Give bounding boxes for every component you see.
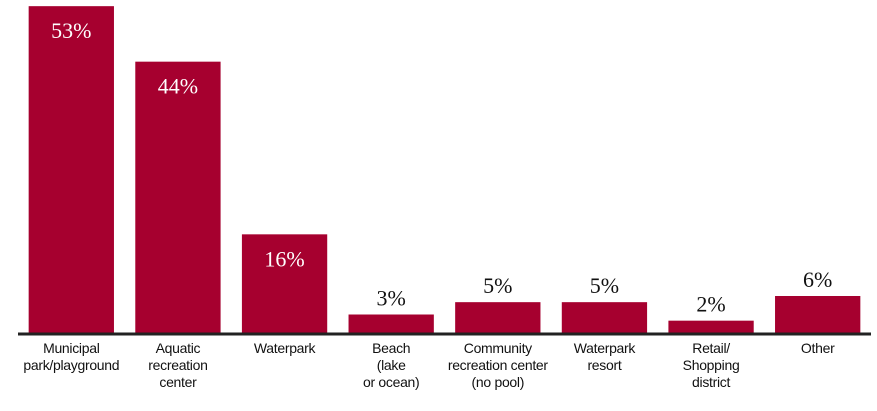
bar xyxy=(455,302,541,333)
x-tick-label: Retail/ Shopping district xyxy=(682,340,740,390)
bar xyxy=(668,320,754,333)
value-label: 53% xyxy=(51,18,91,43)
x-tick-label: Community recreation center (no pool) xyxy=(447,340,548,390)
bar xyxy=(775,296,861,333)
bar xyxy=(561,302,648,333)
value-label: 44% xyxy=(158,74,198,99)
x-tick-label: Beach (lake or ocean) xyxy=(362,340,420,390)
value-label: 5% xyxy=(483,273,512,298)
x-tick-label: Aquatic recreation center xyxy=(148,340,208,390)
bar xyxy=(241,234,328,333)
value-label: 3% xyxy=(377,286,406,311)
x-tick-label: Waterpark xyxy=(253,340,316,356)
x-tick-label: Other xyxy=(800,340,835,356)
value-label: 16% xyxy=(264,246,304,271)
value-label: 6% xyxy=(803,267,832,292)
bar xyxy=(348,314,434,333)
value-label: 2% xyxy=(696,292,725,317)
x-tick-label: Municipal park/playground xyxy=(23,340,120,373)
x-tick-label: Waterpark resort xyxy=(573,340,636,373)
value-label: 5% xyxy=(590,273,619,298)
bar xyxy=(28,6,114,334)
bar xyxy=(135,61,221,334)
